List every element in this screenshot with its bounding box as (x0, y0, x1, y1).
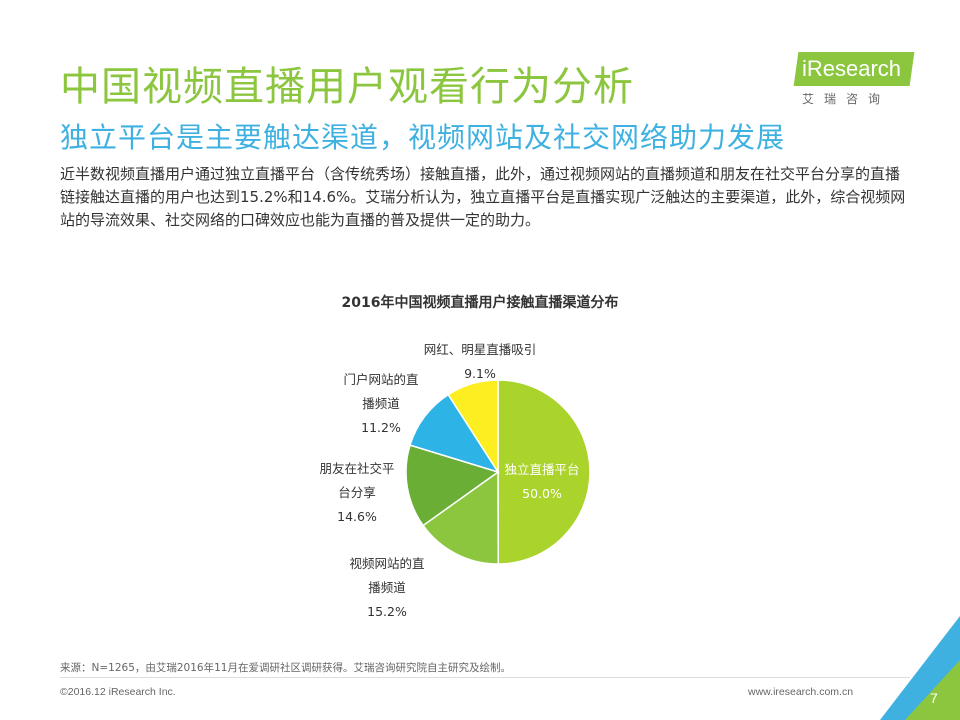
chart-title: 2016年中国视频直播用户接触直播渠道分布 (341, 295, 619, 311)
slice-label-social-share: 朋友在社交平 台分享 14.6% (319, 461, 395, 524)
page-subtitle: 独立平台是主要触达渠道，视频网站及社交网络助力发展 (60, 121, 786, 154)
pie-slice-0 (497, 379, 591, 565)
slice-label-influencer: 网红、明星直播吸引 9.1% (423, 342, 537, 381)
pie-slice-4 (447, 379, 499, 475)
copyright: ©2016.12 iResearch Inc. (60, 686, 176, 698)
slice-label-video-sites: 视频网站的直 播频道 15.2% (349, 556, 425, 619)
footer-divider (60, 677, 910, 678)
slice-label-portal-sites: 门户网站的直 播频道 11.2% (343, 372, 419, 435)
description-text: 近半数视频直播用户通过独立直播平台（含传统秀场）接触直播，此外，通过视频网站的直… (60, 165, 906, 229)
pie-slice-1 (422, 470, 500, 565)
page-number: 7 (930, 690, 938, 706)
pie-slice-3 (409, 393, 500, 474)
website-url: www.iresearch.com.cn (748, 686, 854, 698)
page-title: 中国视频直播用户观看行为分析 (60, 64, 634, 110)
slice-label-independent-platform: 独立直播平台 50.0% (504, 462, 580, 501)
iresearch-logo: iResearch 艾瑞咨询 (788, 52, 915, 108)
source-note: 来源：N=1265，由艾瑞2016年11月在爱调研社区调研获得。艾瑞咨询研究院自… (60, 662, 511, 674)
